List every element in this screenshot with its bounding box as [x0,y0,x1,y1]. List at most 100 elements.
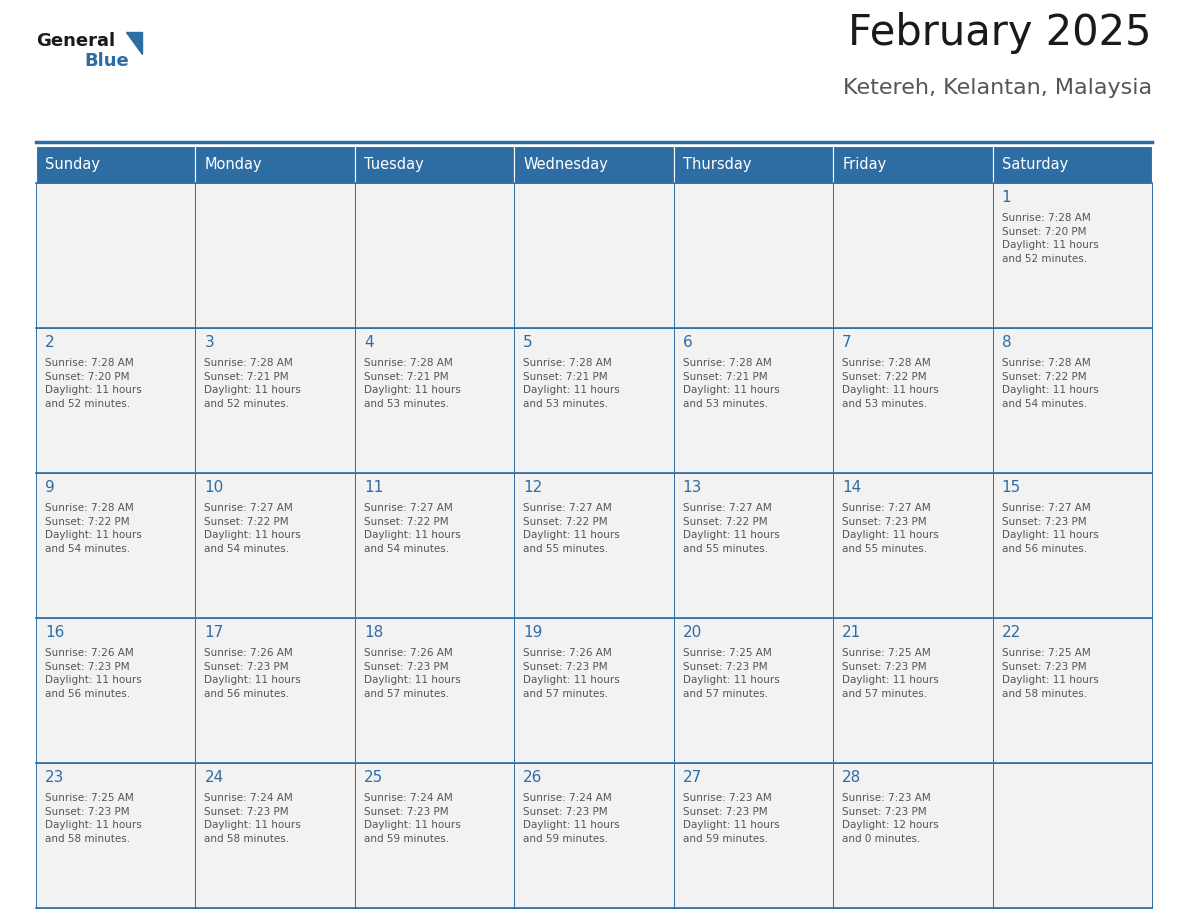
Text: Sunrise: 7:28 AM
Sunset: 7:22 PM
Daylight: 11 hours
and 54 minutes.: Sunrise: 7:28 AM Sunset: 7:22 PM Dayligh… [1001,358,1099,409]
Bar [36,328,196,473]
Text: 2: 2 [45,335,55,350]
Bar [674,763,833,908]
Text: Sunrise: 7:24 AM
Sunset: 7:23 PM
Daylight: 11 hours
and 59 minutes.: Sunrise: 7:24 AM Sunset: 7:23 PM Dayligh… [364,793,461,844]
Text: Tuesday: Tuesday [364,157,424,172]
Text: 11: 11 [364,480,383,495]
Text: Wednesday: Wednesday [523,157,608,172]
Text: Thursday: Thursday [683,157,751,172]
Text: 7: 7 [842,335,852,350]
Bar [36,146,196,183]
Bar [355,328,514,473]
Bar [196,328,355,473]
Text: Monday: Monday [204,157,263,172]
Bar [992,328,1152,473]
Bar [992,618,1152,763]
Bar [196,146,355,183]
Text: Sunrise: 7:23 AM
Sunset: 7:23 PM
Daylight: 12 hours
and 0 minutes.: Sunrise: 7:23 AM Sunset: 7:23 PM Dayligh… [842,793,939,844]
Text: Sunrise: 7:28 AM
Sunset: 7:22 PM
Daylight: 11 hours
and 53 minutes.: Sunrise: 7:28 AM Sunset: 7:22 PM Dayligh… [842,358,939,409]
Text: 3: 3 [204,335,214,350]
Text: 15: 15 [1001,480,1020,495]
Bar [833,146,992,183]
Bar [355,183,514,328]
Text: 8: 8 [1001,335,1011,350]
Bar [355,473,514,618]
Text: 19: 19 [523,625,543,640]
Text: 23: 23 [45,770,64,785]
Bar [674,146,833,183]
Text: Sunrise: 7:24 AM
Sunset: 7:23 PM
Daylight: 11 hours
and 59 minutes.: Sunrise: 7:24 AM Sunset: 7:23 PM Dayligh… [523,793,620,844]
Text: 14: 14 [842,480,861,495]
Bar [833,328,992,473]
Text: Sunrise: 7:26 AM
Sunset: 7:23 PM
Daylight: 11 hours
and 56 minutes.: Sunrise: 7:26 AM Sunset: 7:23 PM Dayligh… [45,648,141,699]
Text: Sunrise: 7:26 AM
Sunset: 7:23 PM
Daylight: 11 hours
and 57 minutes.: Sunrise: 7:26 AM Sunset: 7:23 PM Dayligh… [364,648,461,699]
Text: 24: 24 [204,770,223,785]
Bar [514,473,674,618]
Text: 12: 12 [523,480,543,495]
Bar [833,183,992,328]
Bar [833,763,992,908]
Text: 21: 21 [842,625,861,640]
Text: 5: 5 [523,335,533,350]
Bar [196,618,355,763]
Bar [674,473,833,618]
Text: 20: 20 [683,625,702,640]
Text: Sunrise: 7:27 AM
Sunset: 7:23 PM
Daylight: 11 hours
and 55 minutes.: Sunrise: 7:27 AM Sunset: 7:23 PM Dayligh… [842,503,939,554]
Bar [196,183,355,328]
Bar [355,618,514,763]
Text: Sunrise: 7:25 AM
Sunset: 7:23 PM
Daylight: 11 hours
and 58 minutes.: Sunrise: 7:25 AM Sunset: 7:23 PM Dayligh… [45,793,141,844]
Bar [674,183,833,328]
Text: Sunrise: 7:27 AM
Sunset: 7:23 PM
Daylight: 11 hours
and 56 minutes.: Sunrise: 7:27 AM Sunset: 7:23 PM Dayligh… [1001,503,1099,554]
Polygon shape [126,32,143,54]
Bar [196,763,355,908]
Text: 1: 1 [1001,190,1011,205]
Bar [992,763,1152,908]
Bar [674,618,833,763]
Bar [36,183,196,328]
Bar [36,618,196,763]
Bar [514,763,674,908]
Bar [992,146,1152,183]
Text: Sunrise: 7:28 AM
Sunset: 7:21 PM
Daylight: 11 hours
and 53 minutes.: Sunrise: 7:28 AM Sunset: 7:21 PM Dayligh… [523,358,620,409]
Text: Sunrise: 7:28 AM
Sunset: 7:21 PM
Daylight: 11 hours
and 53 minutes.: Sunrise: 7:28 AM Sunset: 7:21 PM Dayligh… [683,358,779,409]
Text: 13: 13 [683,480,702,495]
Text: 28: 28 [842,770,861,785]
Text: Sunrise: 7:28 AM
Sunset: 7:21 PM
Daylight: 11 hours
and 53 minutes.: Sunrise: 7:28 AM Sunset: 7:21 PM Dayligh… [364,358,461,409]
Text: 27: 27 [683,770,702,785]
Bar [36,763,196,908]
Bar [992,473,1152,618]
Text: 22: 22 [1001,625,1020,640]
Text: Sunrise: 7:26 AM
Sunset: 7:23 PM
Daylight: 11 hours
and 56 minutes.: Sunrise: 7:26 AM Sunset: 7:23 PM Dayligh… [204,648,302,699]
Text: Sunrise: 7:25 AM
Sunset: 7:23 PM
Daylight: 11 hours
and 57 minutes.: Sunrise: 7:25 AM Sunset: 7:23 PM Dayligh… [842,648,939,699]
Bar [833,618,992,763]
Text: Sunrise: 7:27 AM
Sunset: 7:22 PM
Daylight: 11 hours
and 54 minutes.: Sunrise: 7:27 AM Sunset: 7:22 PM Dayligh… [364,503,461,554]
Text: 16: 16 [45,625,64,640]
Text: 6: 6 [683,335,693,350]
Bar [36,473,196,618]
Text: Sunrise: 7:25 AM
Sunset: 7:23 PM
Daylight: 11 hours
and 58 minutes.: Sunrise: 7:25 AM Sunset: 7:23 PM Dayligh… [1001,648,1099,699]
Text: Sunrise: 7:26 AM
Sunset: 7:23 PM
Daylight: 11 hours
and 57 minutes.: Sunrise: 7:26 AM Sunset: 7:23 PM Dayligh… [523,648,620,699]
Text: Sunrise: 7:28 AM
Sunset: 7:20 PM
Daylight: 11 hours
and 52 minutes.: Sunrise: 7:28 AM Sunset: 7:20 PM Dayligh… [45,358,141,409]
Text: Sunrise: 7:28 AM
Sunset: 7:20 PM
Daylight: 11 hours
and 52 minutes.: Sunrise: 7:28 AM Sunset: 7:20 PM Dayligh… [1001,213,1099,263]
Text: 10: 10 [204,480,223,495]
Text: Sunrise: 7:27 AM
Sunset: 7:22 PM
Daylight: 11 hours
and 54 minutes.: Sunrise: 7:27 AM Sunset: 7:22 PM Dayligh… [204,503,302,554]
Text: Blue: Blue [84,52,128,70]
Text: Saturday: Saturday [1001,157,1068,172]
Bar [514,618,674,763]
Text: Sunday: Sunday [45,157,100,172]
Bar [514,183,674,328]
Text: 26: 26 [523,770,543,785]
Bar [992,183,1152,328]
Text: Friday: Friday [842,157,886,172]
Text: Sunrise: 7:27 AM
Sunset: 7:22 PM
Daylight: 11 hours
and 55 minutes.: Sunrise: 7:27 AM Sunset: 7:22 PM Dayligh… [523,503,620,554]
Text: Sunrise: 7:25 AM
Sunset: 7:23 PM
Daylight: 11 hours
and 57 minutes.: Sunrise: 7:25 AM Sunset: 7:23 PM Dayligh… [683,648,779,699]
Bar [833,473,992,618]
Text: Sunrise: 7:28 AM
Sunset: 7:21 PM
Daylight: 11 hours
and 52 minutes.: Sunrise: 7:28 AM Sunset: 7:21 PM Dayligh… [204,358,302,409]
Text: 9: 9 [45,480,55,495]
Text: 4: 4 [364,335,373,350]
Text: Sunrise: 7:28 AM
Sunset: 7:22 PM
Daylight: 11 hours
and 54 minutes.: Sunrise: 7:28 AM Sunset: 7:22 PM Dayligh… [45,503,141,554]
Text: 17: 17 [204,625,223,640]
Text: General: General [36,32,115,50]
Bar [196,473,355,618]
Bar [674,328,833,473]
Text: Sunrise: 7:27 AM
Sunset: 7:22 PM
Daylight: 11 hours
and 55 minutes.: Sunrise: 7:27 AM Sunset: 7:22 PM Dayligh… [683,503,779,554]
